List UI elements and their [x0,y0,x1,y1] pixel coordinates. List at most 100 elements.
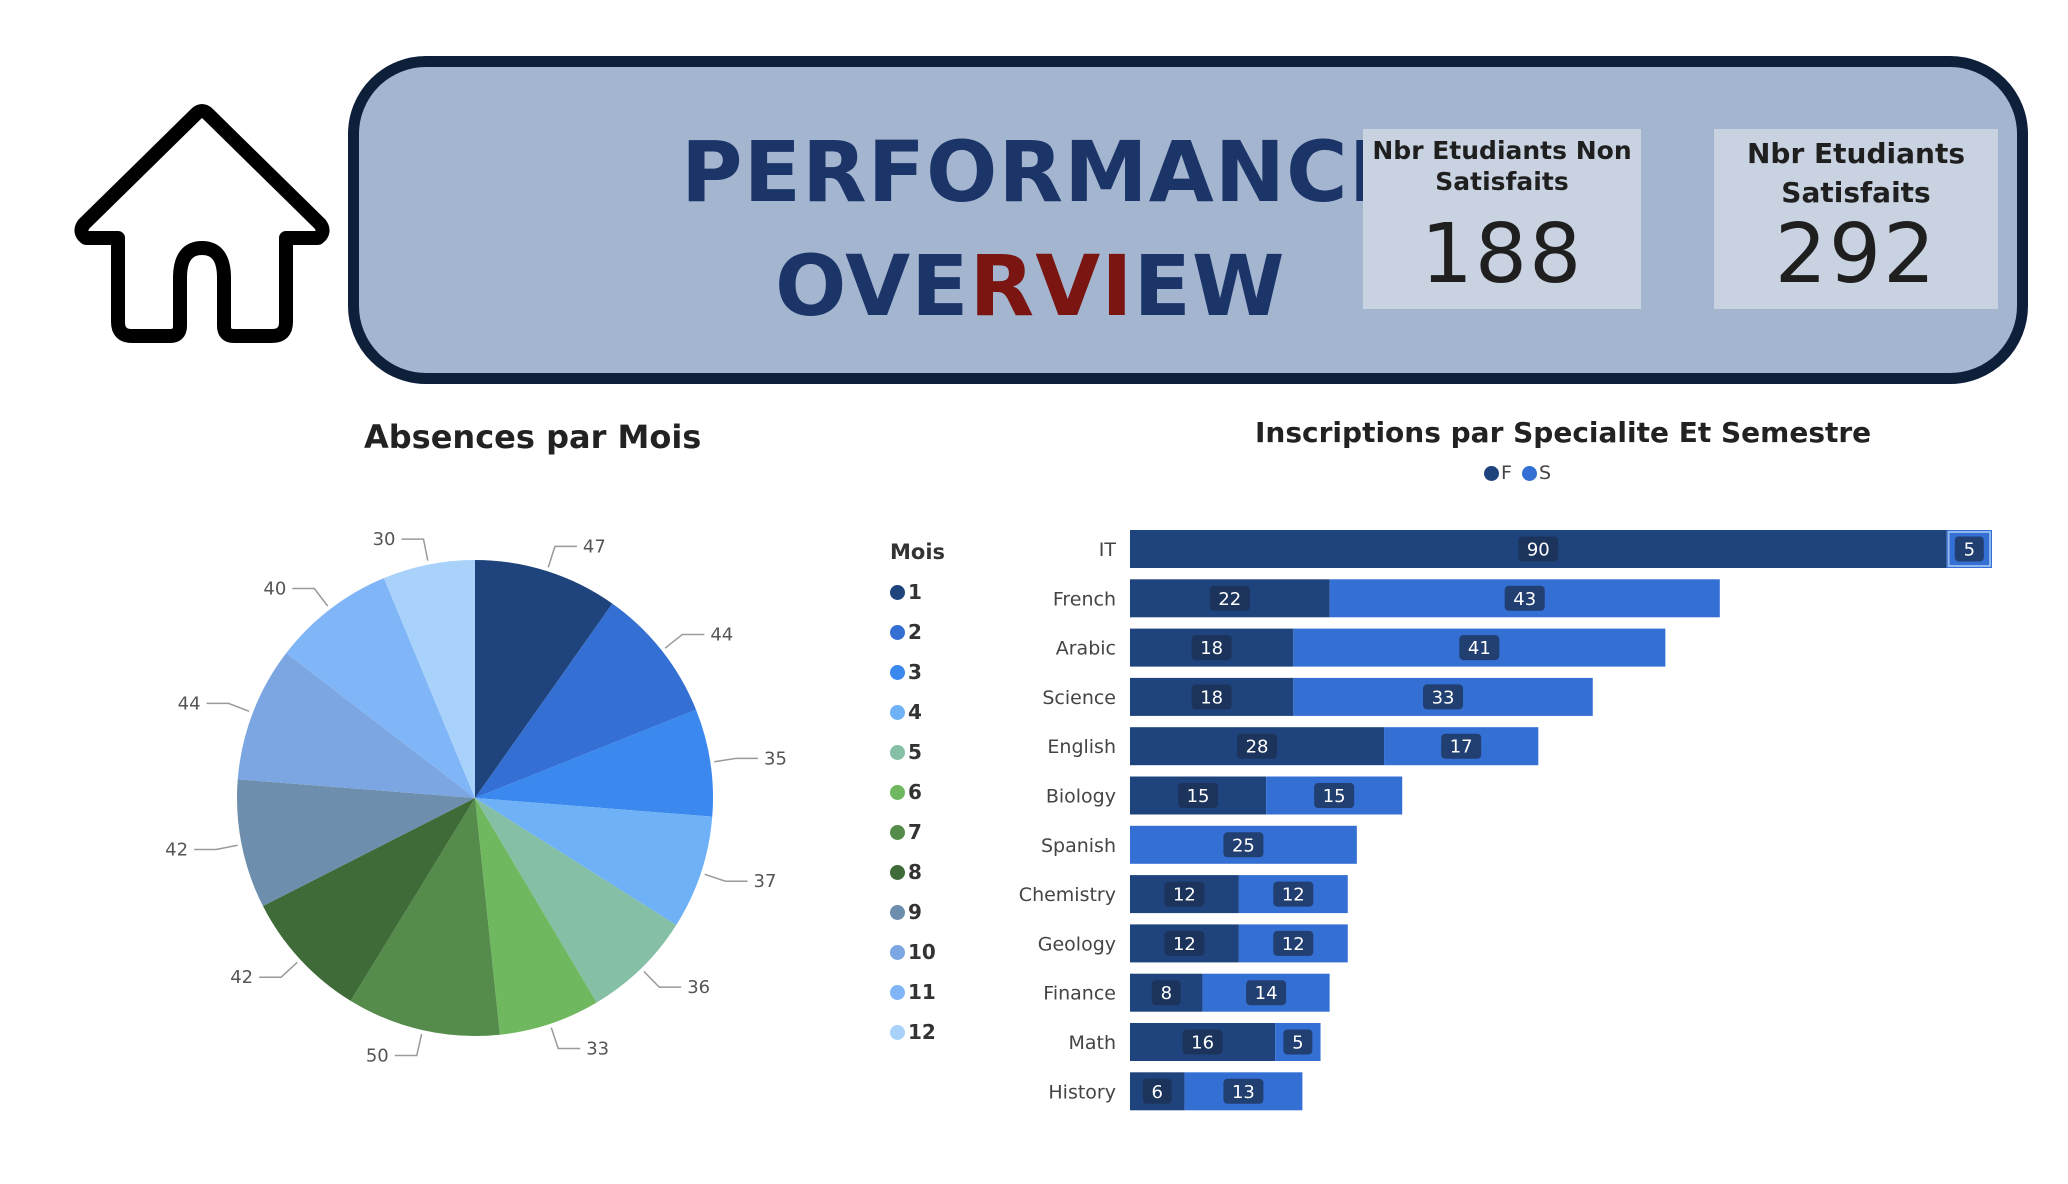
pie-data-label-9: 42 [165,840,188,861]
bar-data-label-Math-F: 16 [1191,1033,1214,1054]
pie-legend-item-3[interactable]: 3 [890,652,1010,692]
pie-slice-1[interactable] [475,560,613,798]
pie-legend-label-12: 12 [908,1020,936,1044]
bar-data-label-bg-History-S [1223,1078,1264,1104]
pie-leader-line-7 [394,1033,423,1057]
pie-legend-item-11[interactable]: 11 [890,972,1010,1012]
pie-data-label-1: 47 [583,536,606,557]
bar-data-label-bg-History-F [1142,1078,1172,1104]
bar-legend-label-S: S [1538,462,1551,484]
bar-data-label-Science-S: 33 [1432,687,1455,708]
pie-data-label-3: 35 [764,748,787,769]
pie-legend-label-11: 11 [908,980,936,1004]
bar-data-label-French-F: 22 [1218,589,1241,610]
bar-data-label-bg-Science-S [1423,684,1464,710]
bar-data-label-bg-Geology-F [1164,930,1205,956]
pie-legend-item-5[interactable]: 5 [890,732,1010,772]
bar-data-label-Biology-S: 15 [1323,786,1346,807]
bar-category-label-IT: IT [1099,539,1117,561]
bar-data-label-Chemistry-S: 12 [1282,885,1305,906]
pie-slice-7[interactable] [350,798,500,1036]
pie-data-label-5: 36 [687,977,710,998]
legend-dot [890,944,905,960]
bar-data-label-bg-English-S [1441,733,1482,759]
title-part-ove: OVE [775,237,970,335]
pie-slice-9[interactable] [237,779,475,907]
legend-dot [890,664,905,680]
title-part-rvi: RVI [969,237,1134,335]
bar-data-label-bg-Math-S [1283,1029,1313,1055]
bar-data-label-IT-F: 90 [1527,540,1550,561]
bar-legend-item-S[interactable]: S [1521,462,1551,484]
pie-legend-label-9: 9 [908,900,922,924]
pie-leader-line-5 [643,970,682,988]
pie-legend-title: Mois [890,540,946,564]
pie-data-label-7: 50 [366,1045,389,1066]
bar-category-label-History: History [1048,1081,1116,1103]
pie-slice-12[interactable] [383,560,475,798]
pie-leader-line-11 [292,587,329,607]
kpi-label-satisfaits: Nbr Etudiants Satisfaits [1747,137,1965,209]
bar-chart: IT 90 5 French 22 43 Arabic 18 41 Science 18 33 Engl… [1019,530,1992,1111]
pie-legend-item-8[interactable]: 8 [890,852,1010,892]
page-title-line1: PERFORMANCE [681,123,1408,221]
bar-data-label-bg-Chemistry-S [1273,881,1314,907]
pie-legend-item-6[interactable]: 6 [890,772,1010,812]
bar-data-label-Finance-S: 14 [1255,983,1278,1004]
pie-data-label-12: 30 [373,529,396,550]
legend-dot [890,824,905,840]
bar-data-label-bg-Science-F [1191,684,1232,710]
pie-legend-item-10[interactable]: 10 [890,932,1010,972]
bar-legend-item-F[interactable]: F [1484,462,1512,484]
pie-legend-item-4[interactable]: 4 [890,692,1010,732]
pie-legend-item-12[interactable]: 12 [890,1012,1010,1052]
bar-category-label-Math: Math [1068,1032,1116,1054]
pie-data-label-2: 44 [710,625,733,646]
bar-data-label-bg-Math-F [1182,1029,1223,1055]
bar-data-label-bg-Chemistry-F [1164,881,1205,907]
pie-chart-title: Absences par Mois [364,418,702,456]
pie-legend-label-5: 5 [908,740,922,764]
legend-dot [1484,465,1499,481]
home-icon[interactable] [66,90,336,350]
pie-slice-3[interactable] [475,709,713,817]
bar-data-label-English-F: 28 [1246,737,1269,758]
pie-slice-5[interactable] [475,798,677,1003]
bar-data-label-History-F: 6 [1151,1082,1162,1103]
bar-data-label-bg-IT-F [1518,536,1559,562]
pie-slice-2[interactable] [475,603,697,798]
bar-data-label-bg-Biology-F [1178,783,1219,808]
legend-dot [890,744,905,760]
pie-leader-line-2 [664,633,705,649]
pie-slice-8[interactable] [262,798,475,1001]
bar-category-label-Geology: Geology [1038,933,1116,955]
bar-chart-title: Inscriptions par Specialite Et Semestre [1255,416,1872,449]
pie-legend-item-1[interactable]: 1 [890,572,1010,612]
pie-slice-10[interactable] [237,653,475,798]
page-title-line2: OVERVIEW [775,237,1286,335]
pie-legend-item-9[interactable]: 9 [890,892,1010,932]
bar-data-label-Geology-S: 12 [1282,934,1305,955]
bar-data-label-French-S: 43 [1513,589,1536,610]
header-banner: PERFORMANCE OVERVIEW Nbr Etudiants Non S… [348,56,2028,384]
bar-legend-label-F: F [1501,462,1512,484]
pie-data-label-4: 37 [754,871,777,892]
bar-data-label-bg-French-F [1209,585,1250,611]
pie-slice-11[interactable] [286,578,475,798]
pie-data-label-8: 42 [230,967,253,988]
pie-legend-label-7: 7 [908,820,922,844]
legend-dot [1521,465,1537,481]
kpi-value-satisfaits: 292 [1774,207,1938,302]
bar-data-label-bg-Finance-F [1151,980,1181,1006]
bar-data-label-bg-Spanish-S [1223,832,1264,858]
pie-slice-4[interactable] [475,798,713,926]
pie-leader-line-9 [194,844,238,851]
pie-slice-6[interactable] [475,798,597,1035]
pie-legend-label-4: 4 [908,700,922,724]
pie-legend-item-2[interactable]: 2 [890,612,1010,652]
bar-data-label-bg-IT-S [1954,536,1984,562]
pie-data-label-6: 33 [586,1039,609,1060]
pie-leader-line-10 [206,702,250,712]
pie-legend-item-7[interactable]: 7 [890,812,1010,852]
